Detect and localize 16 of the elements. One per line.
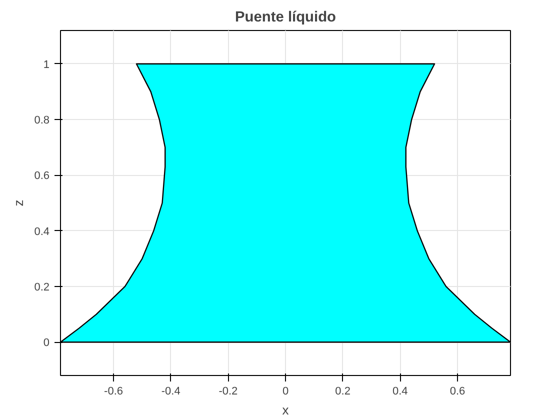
x-tick-label: 0.4 — [392, 386, 408, 398]
x-axis-title: x — [282, 402, 290, 418]
chart-title: Puente líquido — [235, 10, 336, 26]
y-tick-label: 1 — [43, 58, 50, 71]
y-axis-title: z — [11, 200, 26, 206]
x-tick-label: 0 — [282, 386, 289, 398]
x-tick-label: -0.4 — [161, 386, 180, 398]
y-tick-label: 0.6 — [34, 170, 50, 182]
x-tick-label: 0.2 — [335, 386, 350, 398]
y-tick-label: 0 — [43, 337, 50, 350]
y-tick-label: 0.4 — [34, 226, 50, 238]
y-tick-label: 0.8 — [34, 114, 50, 127]
x-tick-label: 0.6 — [450, 386, 466, 398]
x-tick-label: -0.6 — [104, 386, 124, 398]
x-tick-label: -0.2 — [218, 386, 238, 398]
y-tick-label: 0.2 — [34, 281, 50, 294]
